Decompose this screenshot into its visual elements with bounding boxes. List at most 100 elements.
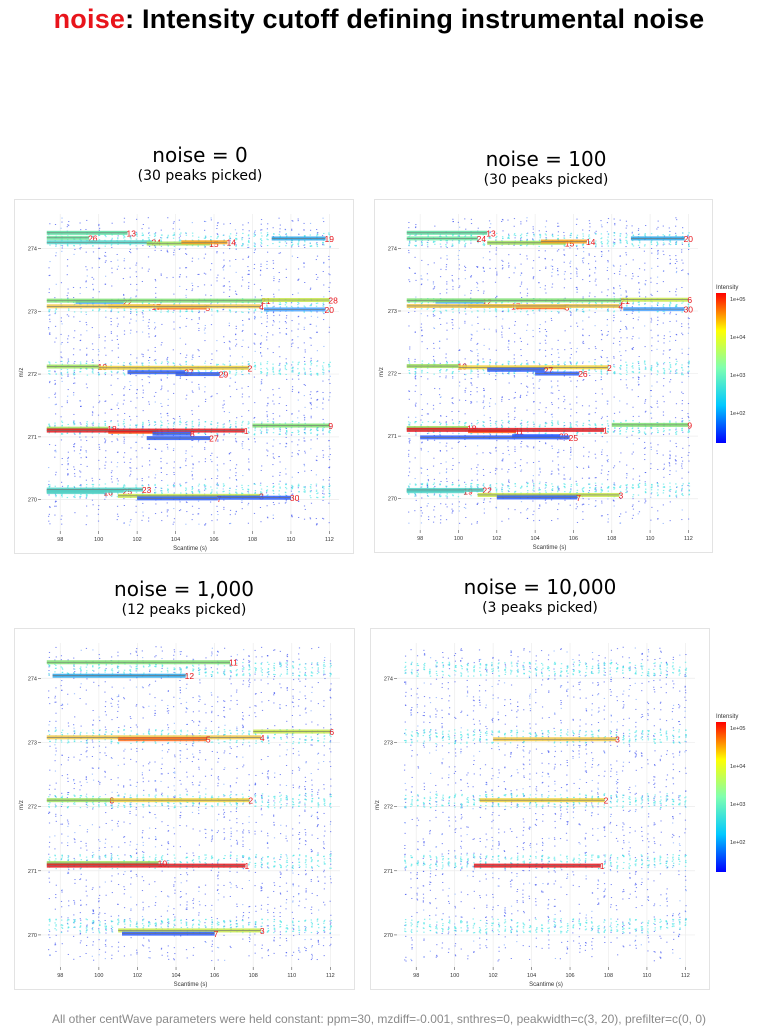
y-tick-label: 270 — [28, 933, 37, 939]
panel-title-noise-0: noise = 0 (30 peaks picked) — [100, 143, 300, 185]
legend-tick-label: 1e+03 — [730, 802, 745, 808]
peak-id-label: 29 — [219, 370, 229, 380]
picked-peak: 19 — [271, 234, 335, 244]
picked-peak: 5 — [118, 735, 211, 745]
peak-id-label: 19 — [325, 234, 335, 244]
picked-peak: 25 — [420, 433, 578, 443]
picked-peak: 27 — [146, 434, 219, 444]
x-tick-label: 110 — [287, 973, 296, 979]
peak-id-label: 26 — [578, 369, 588, 379]
peak-id-label: 12 — [185, 671, 195, 681]
x-tick-label: 100 — [94, 537, 103, 543]
x-tick-label: 102 — [133, 973, 142, 979]
picked-peak: 7 — [122, 929, 219, 939]
picked-peak: 11 — [46, 658, 238, 668]
axes: 98 100 102 104 106 108 110 112270271272273274Sc… — [19, 247, 334, 552]
picked-peak: 10 — [46, 859, 167, 869]
peak-id-label: 1 — [244, 426, 249, 436]
peak-id-label: 14 — [586, 237, 596, 247]
picked-peak: 9 — [611, 420, 692, 430]
picked-peak: 26 — [46, 233, 98, 243]
panel-peak-count: (12 peaks picked) — [121, 602, 247, 618]
picked-peak: 2 — [458, 363, 612, 373]
peak-id-label: 27 — [544, 365, 554, 375]
scatter-plot-noise-100: 1324151420122161754301022726181112825919… — [374, 199, 713, 553]
x-tick-label: 108 — [607, 536, 616, 542]
peak-id-label: 1 — [600, 861, 605, 871]
scan-point-cloud — [403, 646, 688, 962]
panel-peak-count: (30 peaks picked) — [483, 172, 609, 188]
peak-id-label: 30 — [290, 493, 300, 503]
plot-canvas: 3 2 1 98 100 102 104 106 108 110 112 270 271 272 273 27… — [375, 643, 695, 988]
y-tick-label: 271 — [384, 869, 393, 875]
peak-id-label: 22 — [482, 485, 492, 495]
x-tick-label: 106 — [565, 973, 574, 979]
peak-id-label: 25 — [569, 433, 579, 443]
legend-tick-label: 1e+02 — [730, 840, 745, 846]
peak-id-label: 3 — [260, 926, 265, 936]
x-tick-label: 98 — [417, 536, 423, 542]
picked-peak: 3 — [493, 735, 620, 745]
peak-id-label: 20 — [684, 234, 694, 244]
x-tick-label: 104 — [527, 973, 536, 979]
picked-peak: 24 — [406, 234, 486, 244]
legend-tick-label: 1e+03 — [730, 373, 745, 379]
picked-peak: 23 — [46, 485, 152, 495]
x-tick-label: 100 — [94, 973, 103, 979]
peak-id-label: 11 — [229, 658, 238, 668]
y-tick-label: 273 — [388, 309, 397, 315]
scatter-plot-noise-10000: 3 2 1 98 100 102 104 106 108 110 112 270 271 272 273 27… — [370, 628, 710, 990]
y-tick-label: 274 — [388, 246, 397, 252]
picked-peak: 6 — [253, 727, 334, 737]
scatter-plot-noise-1000: 1112645821013798100102104106108110112270… — [14, 628, 355, 990]
x-tick-label: 102 — [133, 537, 142, 543]
peak-id-label: 3 — [618, 490, 623, 500]
y-axis-label: m/z — [19, 368, 25, 378]
peak-id-label: 9 — [687, 420, 692, 430]
peak-id-label: 4 — [618, 301, 623, 311]
peak-id-label: 6 — [687, 295, 692, 305]
y-tick-label: 272 — [388, 372, 397, 378]
picked-peak: 6 — [621, 295, 692, 305]
x-tick-label: 102 — [492, 536, 501, 542]
panel-heading: noise = 100 — [485, 147, 607, 171]
picked-peak: 20 — [264, 305, 334, 315]
panel-title-noise-1000: noise = 1,000 (12 peaks picked) — [84, 577, 284, 619]
x-tick-label: 106 — [569, 536, 578, 542]
y-tick-label: 270 — [28, 498, 37, 504]
y-axis-label: m/z — [379, 367, 385, 377]
peak-id-label: 6 — [329, 727, 334, 737]
legend-tick-label: 1e+05 — [730, 297, 745, 303]
panel-heading: noise = 1,000 — [114, 577, 254, 601]
picked-peak: 14 — [540, 237, 596, 247]
peak-id-label: 1 — [603, 425, 608, 435]
x-tick-label: 104 — [171, 973, 180, 979]
picked-peak: 4 — [406, 301, 623, 311]
peak-id-label: 20 — [325, 305, 335, 315]
y-tick-label: 274 — [28, 676, 37, 682]
picked-peak: 1 — [473, 861, 605, 871]
x-tick-label: 110 — [287, 537, 296, 543]
peak-id-label: 30 — [684, 305, 694, 315]
axes: 98 100 102 104 106 108 110 112270271272273274Sc… — [379, 246, 693, 551]
axes: 98 100 102 104 106 108 110 112270271272273274Sc… — [375, 676, 690, 988]
y-axis-label: m/z — [19, 800, 25, 810]
x-tick-label: 108 — [604, 973, 613, 979]
peak-id-label: 2 — [248, 796, 253, 806]
y-tick-label: 271 — [388, 434, 397, 440]
y-axis-label: m/z — [375, 800, 381, 810]
y-tick-label: 273 — [28, 309, 37, 315]
x-axis-label: Scantime (s) — [173, 546, 207, 552]
x-axis-label: Scantime (s) — [533, 545, 567, 551]
picked-peak: 13 — [406, 228, 496, 238]
y-tick-label: 271 — [28, 435, 37, 441]
page-title: noise: Intensity cutoff defining instrum… — [0, 4, 758, 35]
peak-id-label: 14 — [226, 238, 236, 248]
picked-peak: 30 — [217, 493, 300, 503]
peak-id-label: 28 — [328, 295, 338, 305]
picked-peak: 1 — [46, 861, 249, 871]
intensity-legend-top: Intensity 1e+05 1e+04 1e+03 1e+02 — [716, 283, 758, 448]
y-tick-label: 270 — [384, 933, 393, 939]
peak-id-label: 7 — [576, 493, 581, 503]
picked-peak: 7 — [496, 493, 581, 503]
